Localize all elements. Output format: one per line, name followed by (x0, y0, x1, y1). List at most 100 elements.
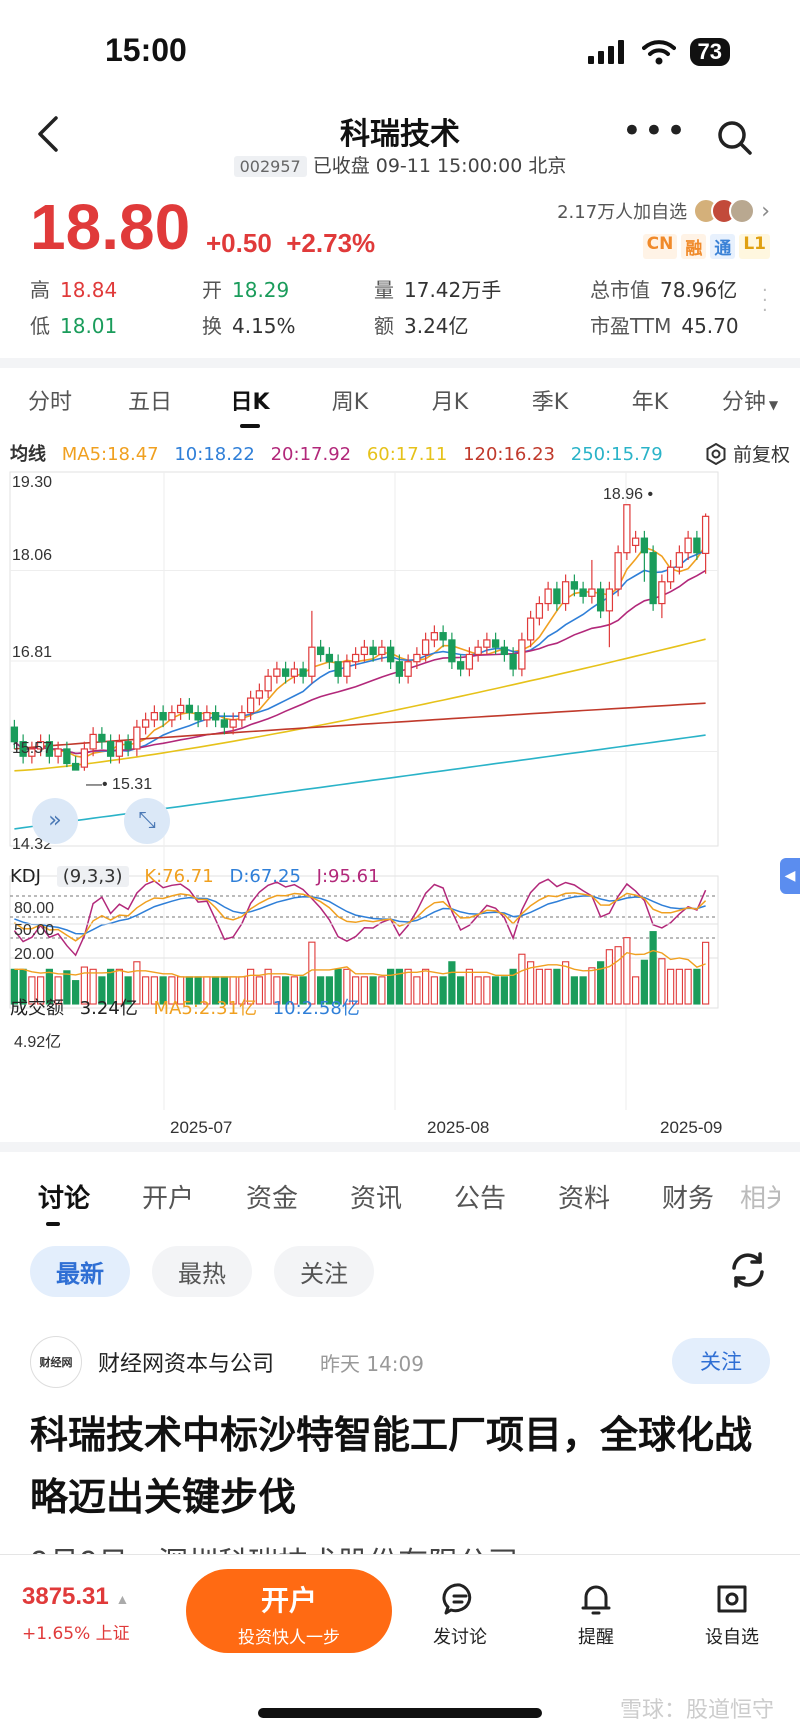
settings-icon (706, 442, 726, 465)
author-avatar[interactable]: 财经网 (30, 1336, 82, 1388)
candle-up (28, 748, 36, 757)
volume-bar (675, 968, 683, 1005)
side-panel-toggle[interactable]: ◀ (780, 858, 800, 894)
pe-value: 45.70 (681, 314, 739, 338)
filter-hot[interactable]: 最热 (152, 1246, 252, 1297)
home-indicator[interactable] (258, 1708, 542, 1718)
candle-up (343, 661, 351, 677)
candle-up (561, 581, 570, 605)
volume-bar (290, 976, 298, 1005)
open-account-title: 开户 (260, 1584, 317, 1617)
author-name[interactable]: 财经网资本与公司 (98, 1352, 275, 1377)
ma-legend: 均线 MA5:18.47 10:18.22 20:17.92 60:17.11 … (10, 440, 790, 466)
high-value: 18.84 (60, 278, 118, 302)
candle-up (430, 632, 439, 641)
tag-margin[interactable]: 融 (681, 234, 707, 259)
sort-filters: 最新 最热 关注 (30, 1246, 374, 1297)
back-button[interactable] (36, 115, 60, 163)
candle-up (255, 690, 264, 699)
volume-bar (63, 970, 71, 1005)
filter-latest[interactable]: 最新 (30, 1246, 130, 1297)
volume-bar (623, 937, 631, 1005)
volume-bar (308, 941, 316, 1005)
tag-connect[interactable]: 通 (710, 234, 736, 259)
low-marker-label: —• 15.31 (86, 776, 153, 793)
volume-bar (255, 976, 263, 1005)
candle-down (500, 646, 509, 656)
candle-up (526, 617, 535, 641)
status-icons: 73 (587, 38, 730, 66)
avatar (729, 198, 756, 224)
candle-down (334, 661, 342, 677)
tab-announcements[interactable]: 公告 (453, 1184, 506, 1214)
candle-up (623, 504, 631, 554)
volume-bar (107, 968, 115, 1005)
tab-yearly-k[interactable]: 年K (631, 390, 669, 415)
volume-value: 17.42万手 (404, 278, 502, 302)
volume-value: 3.24亿 (79, 998, 138, 1019)
candle-up (465, 653, 474, 670)
adjust-toggle[interactable]: 前复权 (705, 440, 790, 467)
volume-bar (588, 967, 596, 1005)
tab-weekly-k[interactable]: 周K (331, 390, 369, 415)
post-excerpt[interactable]: 9月9日，深圳科瑞技术股份有限公司 (30, 1538, 775, 1554)
tag-cn[interactable]: CN (642, 234, 678, 259)
candle-down (281, 668, 290, 677)
tab-financials[interactable]: 财务 (661, 1184, 714, 1214)
index-name: 上证 (95, 1624, 130, 1644)
candle-down (509, 653, 517, 670)
candle-down (570, 581, 579, 590)
tab-intraday[interactable]: 分时 (27, 390, 72, 415)
collapse-button[interactable]: » (32, 798, 78, 844)
search-button[interactable] (716, 119, 754, 161)
follow-author-button[interactable]: 关注 (672, 1338, 770, 1384)
tab-open-account[interactable]: 开户 (141, 1184, 194, 1214)
tab-profile[interactable]: 资料 (557, 1184, 610, 1214)
candle-up (308, 646, 316, 677)
candle-up (246, 697, 255, 714)
bottom-bar: 3875.31 ▲ +1.65% 上证 开户 投资快人一步 发讨论 提醒 设自选 (0, 1554, 800, 1734)
tab-funds[interactable]: 资金 (245, 1184, 298, 1214)
candle-up (544, 588, 552, 605)
filter-following[interactable]: 关注 (274, 1246, 374, 1297)
volume-bar (133, 961, 141, 1005)
alert-button[interactable]: 提醒 (546, 1581, 646, 1649)
follower-avatars (693, 198, 756, 224)
volume-bar (693, 968, 701, 1005)
kdj-params[interactable]: (9,3,3) (56, 866, 129, 887)
tag-l1[interactable]: L1 (739, 234, 770, 259)
volume-bar (273, 976, 281, 1005)
expand-dots-icon[interactable]: · · · (762, 280, 768, 321)
open-account-button[interactable]: 开户 投资快人一步 (186, 1569, 392, 1653)
ma250-value: 250:15.79 (570, 444, 663, 465)
add-watchlist-button[interactable]: 设自选 (682, 1581, 782, 1649)
tab-5day[interactable]: 五日 (127, 390, 172, 415)
candle-up (666, 566, 675, 583)
fullscreen-button[interactable]: ⤡ (124, 798, 170, 844)
tab-monthly-k[interactable]: 月K (431, 390, 469, 415)
tab-news[interactable]: 资讯 (349, 1184, 402, 1214)
tab-quarterly-k[interactable]: 季K (531, 390, 569, 415)
candlestick-chart[interactable] (0, 470, 800, 1120)
tab-daily-k[interactable]: 日K (200, 372, 300, 432)
refresh-button[interactable] (726, 1248, 770, 1292)
candle-up (54, 748, 62, 757)
caret-up-icon: ▲ (115, 1591, 130, 1607)
volume-bar (509, 968, 517, 1005)
wifi-icon (641, 40, 676, 65)
watermark: 雪球：股道恒守 (619, 1698, 774, 1723)
followers-count: 2.17万人加自选 (557, 202, 688, 223)
tab-minute[interactable]: 分钟 ▼ (700, 372, 800, 432)
turnover-value: 4.15% (232, 314, 296, 338)
volume-bar (115, 968, 123, 1005)
candle-up (605, 588, 614, 612)
candle-up (176, 704, 185, 714)
followers-link[interactable]: 2.17万人加自选 › (557, 198, 770, 224)
candle-down (439, 632, 447, 641)
index-ticker[interactable]: 3875.31 ▲ (22, 1583, 129, 1611)
tab-discussion[interactable]: 讨论 (12, 1170, 116, 1230)
tab-related[interactable]: 相关 (740, 1184, 780, 1214)
more-button[interactable]: ••• (621, 111, 688, 151)
post-title[interactable]: 科瑞技术中标沙特智能工厂项目，全球化战略迈出关键步伐 (30, 1413, 753, 1519)
post-discussion-button[interactable]: 发讨论 (410, 1581, 510, 1649)
